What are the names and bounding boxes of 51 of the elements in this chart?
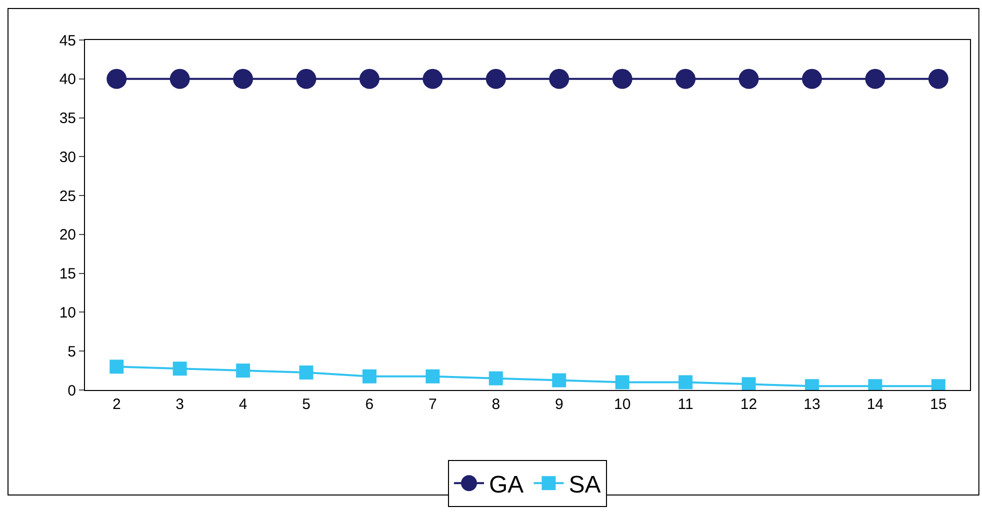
point bbox=[865, 68, 886, 89]
point bbox=[486, 68, 506, 89]
point bbox=[615, 375, 630, 390]
x-tick-label: 6 bbox=[365, 396, 374, 413]
y-tick-label: 10 bbox=[59, 304, 76, 322]
point bbox=[236, 364, 250, 378]
x-tick-label: 15 bbox=[930, 396, 947, 413]
point bbox=[549, 68, 570, 89]
legend-label: GA bbox=[489, 471, 524, 498]
x-tick-label: 14 bbox=[866, 396, 884, 413]
point bbox=[426, 369, 440, 384]
point bbox=[928, 68, 948, 89]
y-tick-label: 30 bbox=[59, 148, 76, 166]
y-tick-label: 20 bbox=[59, 226, 76, 244]
point bbox=[299, 366, 314, 380]
point bbox=[106, 68, 127, 89]
point bbox=[110, 360, 124, 374]
y-tick-label: 5 bbox=[68, 343, 76, 360]
point bbox=[552, 373, 566, 388]
x-tick-label: 11 bbox=[678, 396, 694, 413]
point bbox=[170, 68, 190, 89]
x-tick-label: 10 bbox=[614, 396, 631, 413]
point bbox=[612, 68, 632, 89]
point bbox=[738, 68, 759, 89]
x-tick-label: 3 bbox=[176, 396, 184, 413]
y-tick-label: 0 bbox=[68, 382, 76, 400]
x-tick-label: 2 bbox=[112, 396, 121, 413]
x-tick-label: 9 bbox=[554, 396, 564, 413]
x-tick-label: 4 bbox=[238, 396, 248, 413]
point bbox=[676, 68, 696, 89]
x-tick-label: 12 bbox=[740, 396, 758, 413]
legend-label: SA bbox=[568, 471, 601, 498]
point bbox=[172, 362, 187, 376]
point bbox=[802, 68, 822, 89]
point bbox=[362, 369, 376, 384]
point bbox=[678, 375, 693, 390]
point bbox=[488, 371, 503, 386]
point bbox=[296, 68, 316, 89]
y-tick-label: 25 bbox=[59, 188, 76, 205]
point bbox=[233, 68, 254, 89]
y-tick-label: 40 bbox=[59, 71, 76, 88]
x-tick-label: 8 bbox=[492, 396, 500, 413]
x-tick-label: 13 bbox=[804, 396, 820, 413]
point bbox=[359, 68, 380, 89]
x-tick-label: 7 bbox=[428, 396, 437, 413]
y-tick-label: 15 bbox=[59, 266, 76, 283]
point bbox=[742, 377, 756, 390]
y-tick-label: 45 bbox=[59, 32, 76, 50]
point bbox=[422, 68, 443, 89]
x-tick-label: 5 bbox=[302, 396, 310, 413]
y-tick-label: 35 bbox=[59, 110, 76, 128]
